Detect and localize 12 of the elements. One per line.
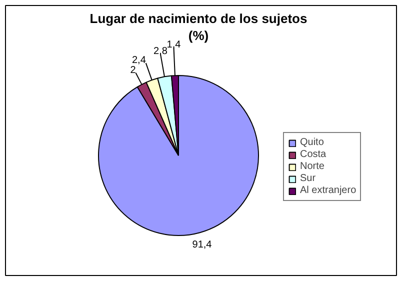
legend-label: Sur [300,173,317,184]
data-label: 2,4 [132,55,146,66]
data-label: 91,4 [192,239,212,250]
legend-label: Quito [300,137,324,148]
chart-subtitle: (%) [188,28,209,43]
legend-label: Norte [300,161,324,172]
data-label: 1,4 [166,40,182,51]
legend-label: Costa [300,149,326,160]
legend-label: Al extranjero [300,185,356,196]
chart-title: Lugar de nacimiento de los sujetos [90,11,308,26]
data-label: 2,8 [154,46,168,58]
data-label: 2 [130,64,136,76]
